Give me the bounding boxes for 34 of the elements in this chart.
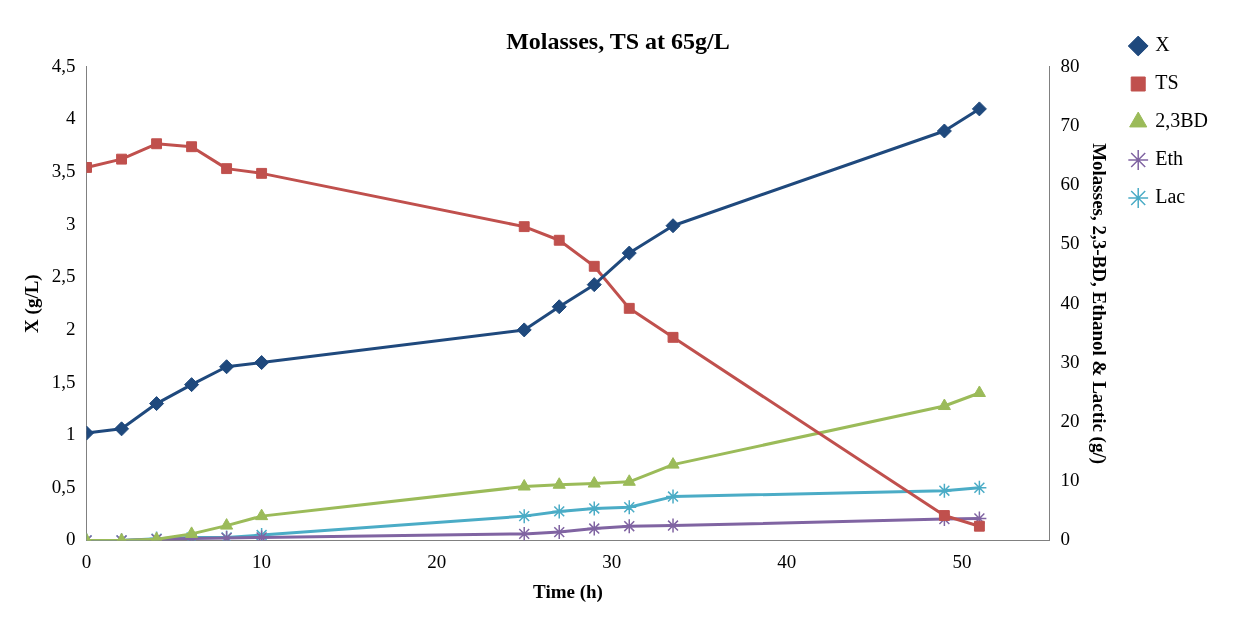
y-tick-label: 3: [66, 212, 76, 234]
x-tick-label: 20: [427, 550, 447, 572]
y2-tick-label: 70: [1060, 113, 1080, 135]
y-tick-label: 0: [66, 528, 76, 550]
legend-label: 2,3BD: [1155, 109, 1209, 132]
y2-axis-title: Molasses, 2,3-BD, Ethanol & Lactic (g/): [1087, 143, 1110, 465]
chart-title: Molasses, TS at 65g/L: [506, 27, 730, 54]
x-tick-label: 40: [777, 550, 797, 572]
x-tick-label: 0: [81, 550, 92, 572]
y2-tick-label: 30: [1060, 350, 1080, 372]
y2-tick-label: 50: [1060, 232, 1080, 254]
y2-tick-label: 80: [1060, 54, 1080, 76]
y2-tick-label: 20: [1060, 409, 1080, 431]
y-tick-label: 3,5: [51, 160, 76, 182]
y2-tick-label: 60: [1060, 173, 1080, 195]
y-tick-label: 4: [66, 107, 77, 129]
y2-tick-label: 40: [1060, 291, 1080, 313]
y-tick-label: 2,5: [51, 265, 76, 287]
y2-tick-label: 0: [1060, 528, 1070, 550]
y-tick-label: 2: [66, 317, 76, 339]
y-tick-label: 4,5: [51, 54, 76, 76]
legend-label: Eth: [1155, 147, 1183, 170]
y2-tick-label: 10: [1060, 469, 1080, 491]
y-tick-label: 0,5: [51, 475, 76, 497]
x-tick-label: 30: [602, 550, 622, 572]
x-axis-title: Time (h): [533, 580, 603, 603]
legend-label: X: [1155, 33, 1171, 56]
y-tick-label: 1,5: [51, 370, 76, 392]
y-tick-label: 1: [66, 423, 76, 445]
legend-label: Lac: [1155, 185, 1186, 208]
legend-label: TS: [1155, 71, 1179, 94]
x-tick-label: 10: [252, 550, 272, 572]
x-tick-label: 50: [952, 550, 972, 572]
y-axis-title: X (g/L): [21, 274, 44, 333]
